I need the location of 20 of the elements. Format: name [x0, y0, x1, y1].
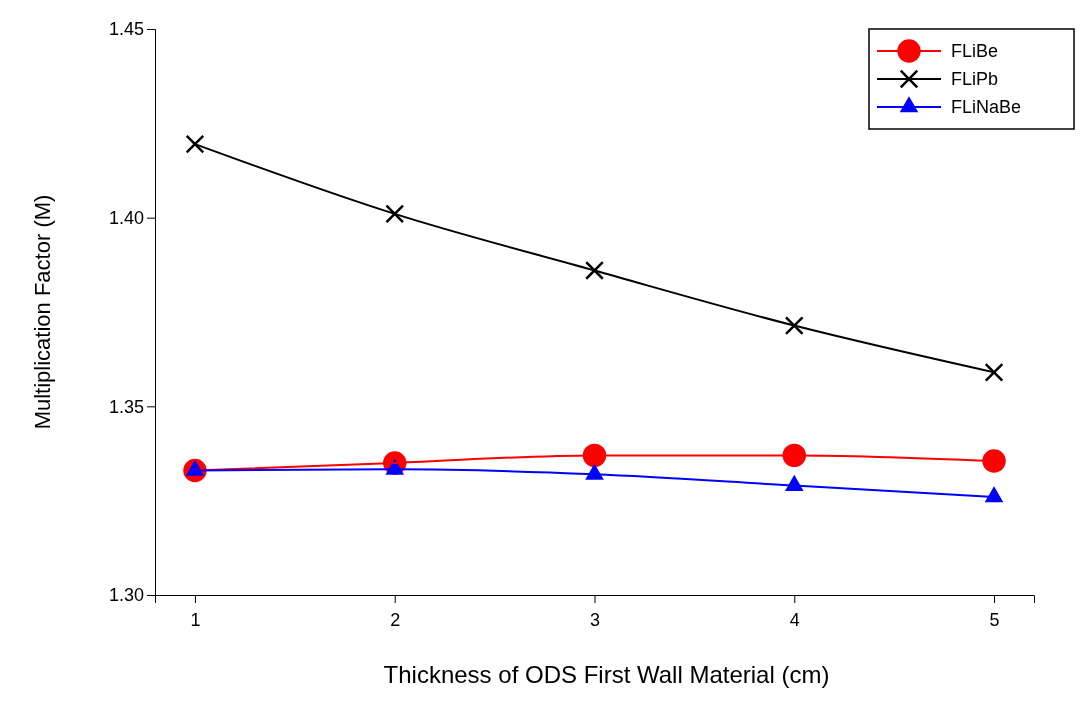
y-tick-label: 1.30 — [108, 585, 144, 606]
x-tick-label: 2 — [390, 609, 401, 630]
point — [984, 362, 1004, 382]
x-tick-label: 1 — [190, 609, 201, 630]
x-tick-label: 4 — [789, 609, 800, 630]
legend-label: FLiPb — [951, 69, 999, 89]
legend-label: FLiNaBe — [951, 97, 1022, 117]
y-tick-label: 1.35 — [108, 396, 144, 417]
y-tick-label: 1.45 — [108, 19, 144, 40]
point — [584, 260, 605, 281]
x-tick-label: 5 — [989, 609, 1000, 630]
x-tick-label: 3 — [589, 609, 601, 630]
legend-label: FLiBe — [951, 41, 999, 61]
point — [385, 204, 405, 224]
x-axis-title: Thickness of ODS First Wall Material (cm) — [383, 661, 830, 688]
point — [185, 134, 205, 154]
point — [784, 316, 804, 336]
y-axis-title: Multiplication Factor (M) — [30, 194, 55, 430]
y-tick-label: 1.40 — [108, 207, 144, 228]
point — [982, 449, 1006, 473]
